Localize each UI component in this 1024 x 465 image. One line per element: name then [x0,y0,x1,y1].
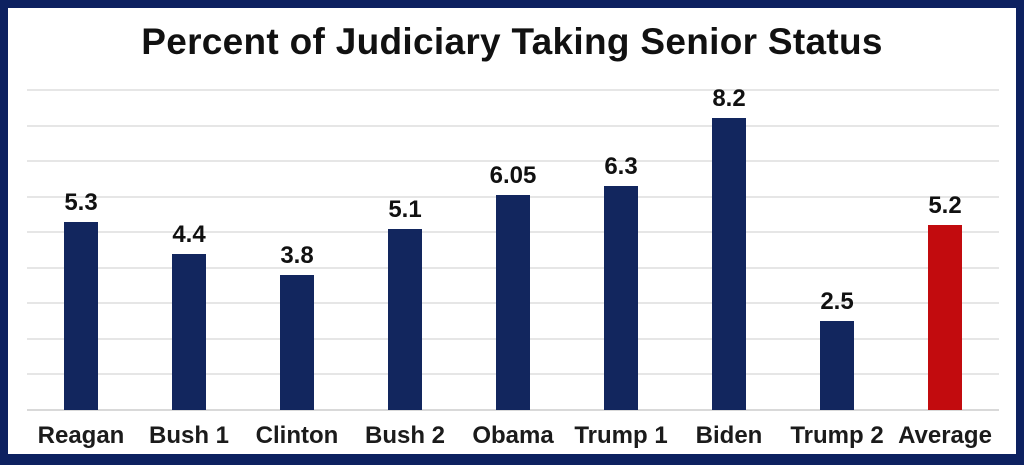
plot-area: 5.3 4.4 3.8 5.1 6.05 6.3 8.2 2.5 5.2 [27,85,999,411]
x-axis-label-trump-1: Trump 1 [574,422,668,449]
gridline [27,160,999,163]
bar-column-trump-1: 6.3 [567,90,675,410]
bar-value-label-obama: 6.05 [489,161,537,189]
x-axis-label-obama: Obama [472,422,554,449]
bar-column-trump-2: 2.5 [783,90,891,410]
bar-value-label-trump-1: 6.3 [604,153,638,180]
bar-bush-2 [388,228,422,410]
x-axis-label-bush-2: Bush 2 [364,422,445,449]
bar-average [928,225,962,410]
bar-obama [496,194,530,410]
bar-trump-2 [820,321,854,410]
bar-column-biden: 8.2 [675,85,783,410]
gridline [27,124,999,127]
bar-value-label-bush-2: 5.1 [388,195,422,223]
bar-value-label-reagan: 5.3 [64,188,98,216]
x-axis-label-average: Average [898,422,992,449]
bar-bush-1 [172,253,206,410]
bar-column-average: 5.2 [891,90,999,410]
bar-column-obama: 6.05 [459,90,567,410]
gridline [27,89,999,91]
bar-column-clinton: 3.8 [243,90,351,410]
bar-value-label-clinton: 3.8 [280,241,314,269]
bars-layer: 5.3 4.4 3.8 5.1 6.05 6.3 8.2 2.5 5.2 [27,85,999,410]
bar-trump-1 [604,186,638,410]
x-axis-labels: Reagan Bush 1 Clinton Bush 2 Obama Trump 1 Bid… [27,422,999,451]
x-axis-label-clinton: Clinton [255,422,339,449]
bar-column-bush-2: 5.1 [351,90,459,410]
bar-column-reagan: 5.3 [27,90,135,410]
chart-title: Percent of Judiciary Taking Senior Statu… [141,21,883,62]
bar-biden [712,118,746,410]
x-axis-label-biden: Biden [695,422,763,449]
bar-value-label-bush-1: 4.4 [172,220,206,248]
bar-value-label-biden: 8.2 [712,85,746,113]
bar-clinton [280,274,314,410]
bar-value-label-average: 5.2 [928,192,962,220]
bar-column-bush-1: 4.4 [135,90,243,410]
bar-value-label-trump-2: 2.5 [820,288,854,316]
x-axis-line [27,409,999,411]
x-axis-label-trump-2: Trump 2 [790,422,884,449]
x-axis-label-bush-1: Bush 1 [148,422,229,449]
bar-reagan [64,221,98,410]
x-axis-label-reagan: Reagan [37,422,125,449]
